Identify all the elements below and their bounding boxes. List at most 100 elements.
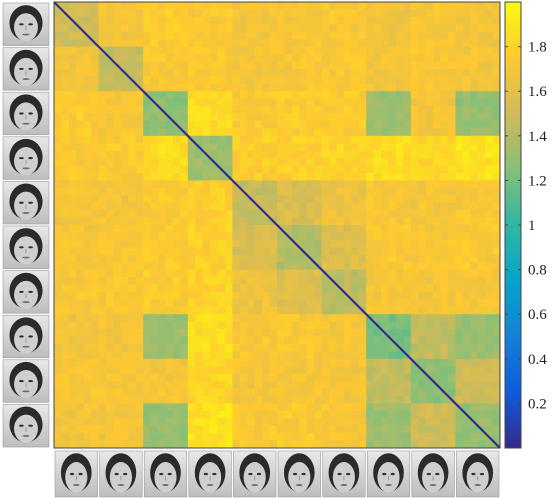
heatmap-cell xyxy=(358,68,367,77)
heatmap-cell xyxy=(425,31,434,40)
heatmap-cell xyxy=(210,202,218,211)
heatmap-block-5-4 xyxy=(187,180,233,226)
heatmap-cell xyxy=(492,291,501,300)
heatmap-cell xyxy=(98,158,107,166)
heatmap-block-1-10 xyxy=(455,2,501,47)
heatmap-cell xyxy=(91,135,99,144)
heatmap-cell xyxy=(485,128,493,137)
heatmap-cell xyxy=(158,180,166,189)
heatmap-cell xyxy=(447,91,456,100)
heatmap-cell xyxy=(425,2,434,10)
heatmap-cell xyxy=(314,314,322,323)
heatmap-cell xyxy=(440,91,449,100)
heatmap-cell xyxy=(447,269,456,278)
heatmap-cell xyxy=(262,425,270,434)
heatmap-cell xyxy=(485,9,493,18)
heatmap-block-9-2 xyxy=(98,358,144,404)
heatmap-cell xyxy=(172,366,181,375)
heatmap-cell xyxy=(180,202,189,211)
heatmap-cell xyxy=(143,54,152,62)
heatmap-cell xyxy=(76,143,85,152)
heatmap-cell xyxy=(247,143,256,152)
heatmap-cell xyxy=(329,321,337,330)
heatmap-cell xyxy=(247,239,256,248)
heatmap-cell xyxy=(425,143,434,152)
heatmap-cell xyxy=(135,373,144,382)
heatmap-cell xyxy=(217,195,226,204)
heatmap-cell xyxy=(113,291,122,300)
heatmap-cell xyxy=(120,262,129,270)
heatmap-cell xyxy=(54,225,62,233)
heatmap-cell xyxy=(143,128,152,137)
heatmap-cell xyxy=(314,91,322,100)
heatmap-cell xyxy=(455,373,464,382)
heatmap-cell xyxy=(210,120,218,129)
heatmap-cell xyxy=(269,440,278,449)
heatmap-block-5-10 xyxy=(455,180,501,226)
heatmap-cell xyxy=(447,433,456,441)
heatmap-cell xyxy=(247,98,256,107)
heatmap-cell xyxy=(291,135,300,144)
heatmap-cell xyxy=(262,299,270,308)
colorbar-swatch xyxy=(505,135,521,140)
heatmap-cell xyxy=(180,9,189,18)
heatmap-cell xyxy=(202,299,211,308)
heatmap-cell xyxy=(418,306,427,315)
heatmap-cell xyxy=(143,395,152,404)
heatmap-cell xyxy=(83,61,92,70)
heatmap-cell xyxy=(98,410,107,419)
heatmap-cell xyxy=(433,395,441,404)
heatmap-cell xyxy=(477,329,486,337)
heatmap-cell xyxy=(98,366,107,375)
heatmap-cell xyxy=(462,403,471,412)
heatmap-cell xyxy=(106,158,114,166)
heatmap-cell xyxy=(485,2,493,10)
heatmap-cell xyxy=(135,291,144,300)
heatmap-cell xyxy=(373,343,382,352)
heatmap-cell xyxy=(351,329,360,337)
heatmap-cell xyxy=(395,381,404,389)
heatmap-block-6-8 xyxy=(366,225,412,270)
heatmap-cell xyxy=(418,24,427,33)
heatmap-cell xyxy=(395,31,404,40)
heatmap-cell xyxy=(336,225,345,233)
heatmap-cell xyxy=(277,314,285,323)
heatmap-cell xyxy=(247,403,256,412)
heatmap-cell xyxy=(284,106,293,114)
heatmap-cell xyxy=(321,2,330,10)
heatmap-cell xyxy=(172,217,181,226)
heatmap-cell xyxy=(180,172,189,181)
heatmap-cell xyxy=(135,39,144,47)
heatmap-cell xyxy=(68,381,77,389)
heatmap-cell xyxy=(418,403,427,412)
heatmap-cell xyxy=(321,433,330,441)
heatmap-cell xyxy=(232,418,241,427)
heatmap-cell xyxy=(106,225,114,233)
heatmap-cell xyxy=(61,277,70,285)
heatmap-cell xyxy=(172,314,181,323)
heatmap-cell xyxy=(485,403,493,412)
heatmap-cell xyxy=(262,135,270,144)
heatmap-cell xyxy=(425,98,434,107)
heatmap-cell xyxy=(403,306,412,315)
heatmap-cell xyxy=(143,336,152,345)
heatmap-cell xyxy=(373,217,382,226)
heatmap-cell xyxy=(239,254,248,263)
heatmap-cell xyxy=(440,366,449,375)
heatmap-cell xyxy=(150,336,159,345)
heatmap-cell xyxy=(410,232,419,241)
heatmap-cell xyxy=(239,410,248,419)
heatmap-cell xyxy=(418,39,427,47)
heatmap-cell xyxy=(329,299,337,308)
heatmap-cell xyxy=(83,172,92,181)
heatmap-cell xyxy=(284,254,293,263)
colorbar-swatch xyxy=(505,76,521,81)
heatmap-cell xyxy=(336,158,345,166)
heatmap-cell xyxy=(232,150,241,159)
heatmap-cell xyxy=(418,388,427,397)
heatmap-cell xyxy=(113,232,122,241)
heatmap-cell xyxy=(314,277,322,285)
heatmap-cell xyxy=(284,31,293,40)
heatmap-cell xyxy=(180,98,189,107)
heatmap-block-9-5 xyxy=(232,358,278,404)
